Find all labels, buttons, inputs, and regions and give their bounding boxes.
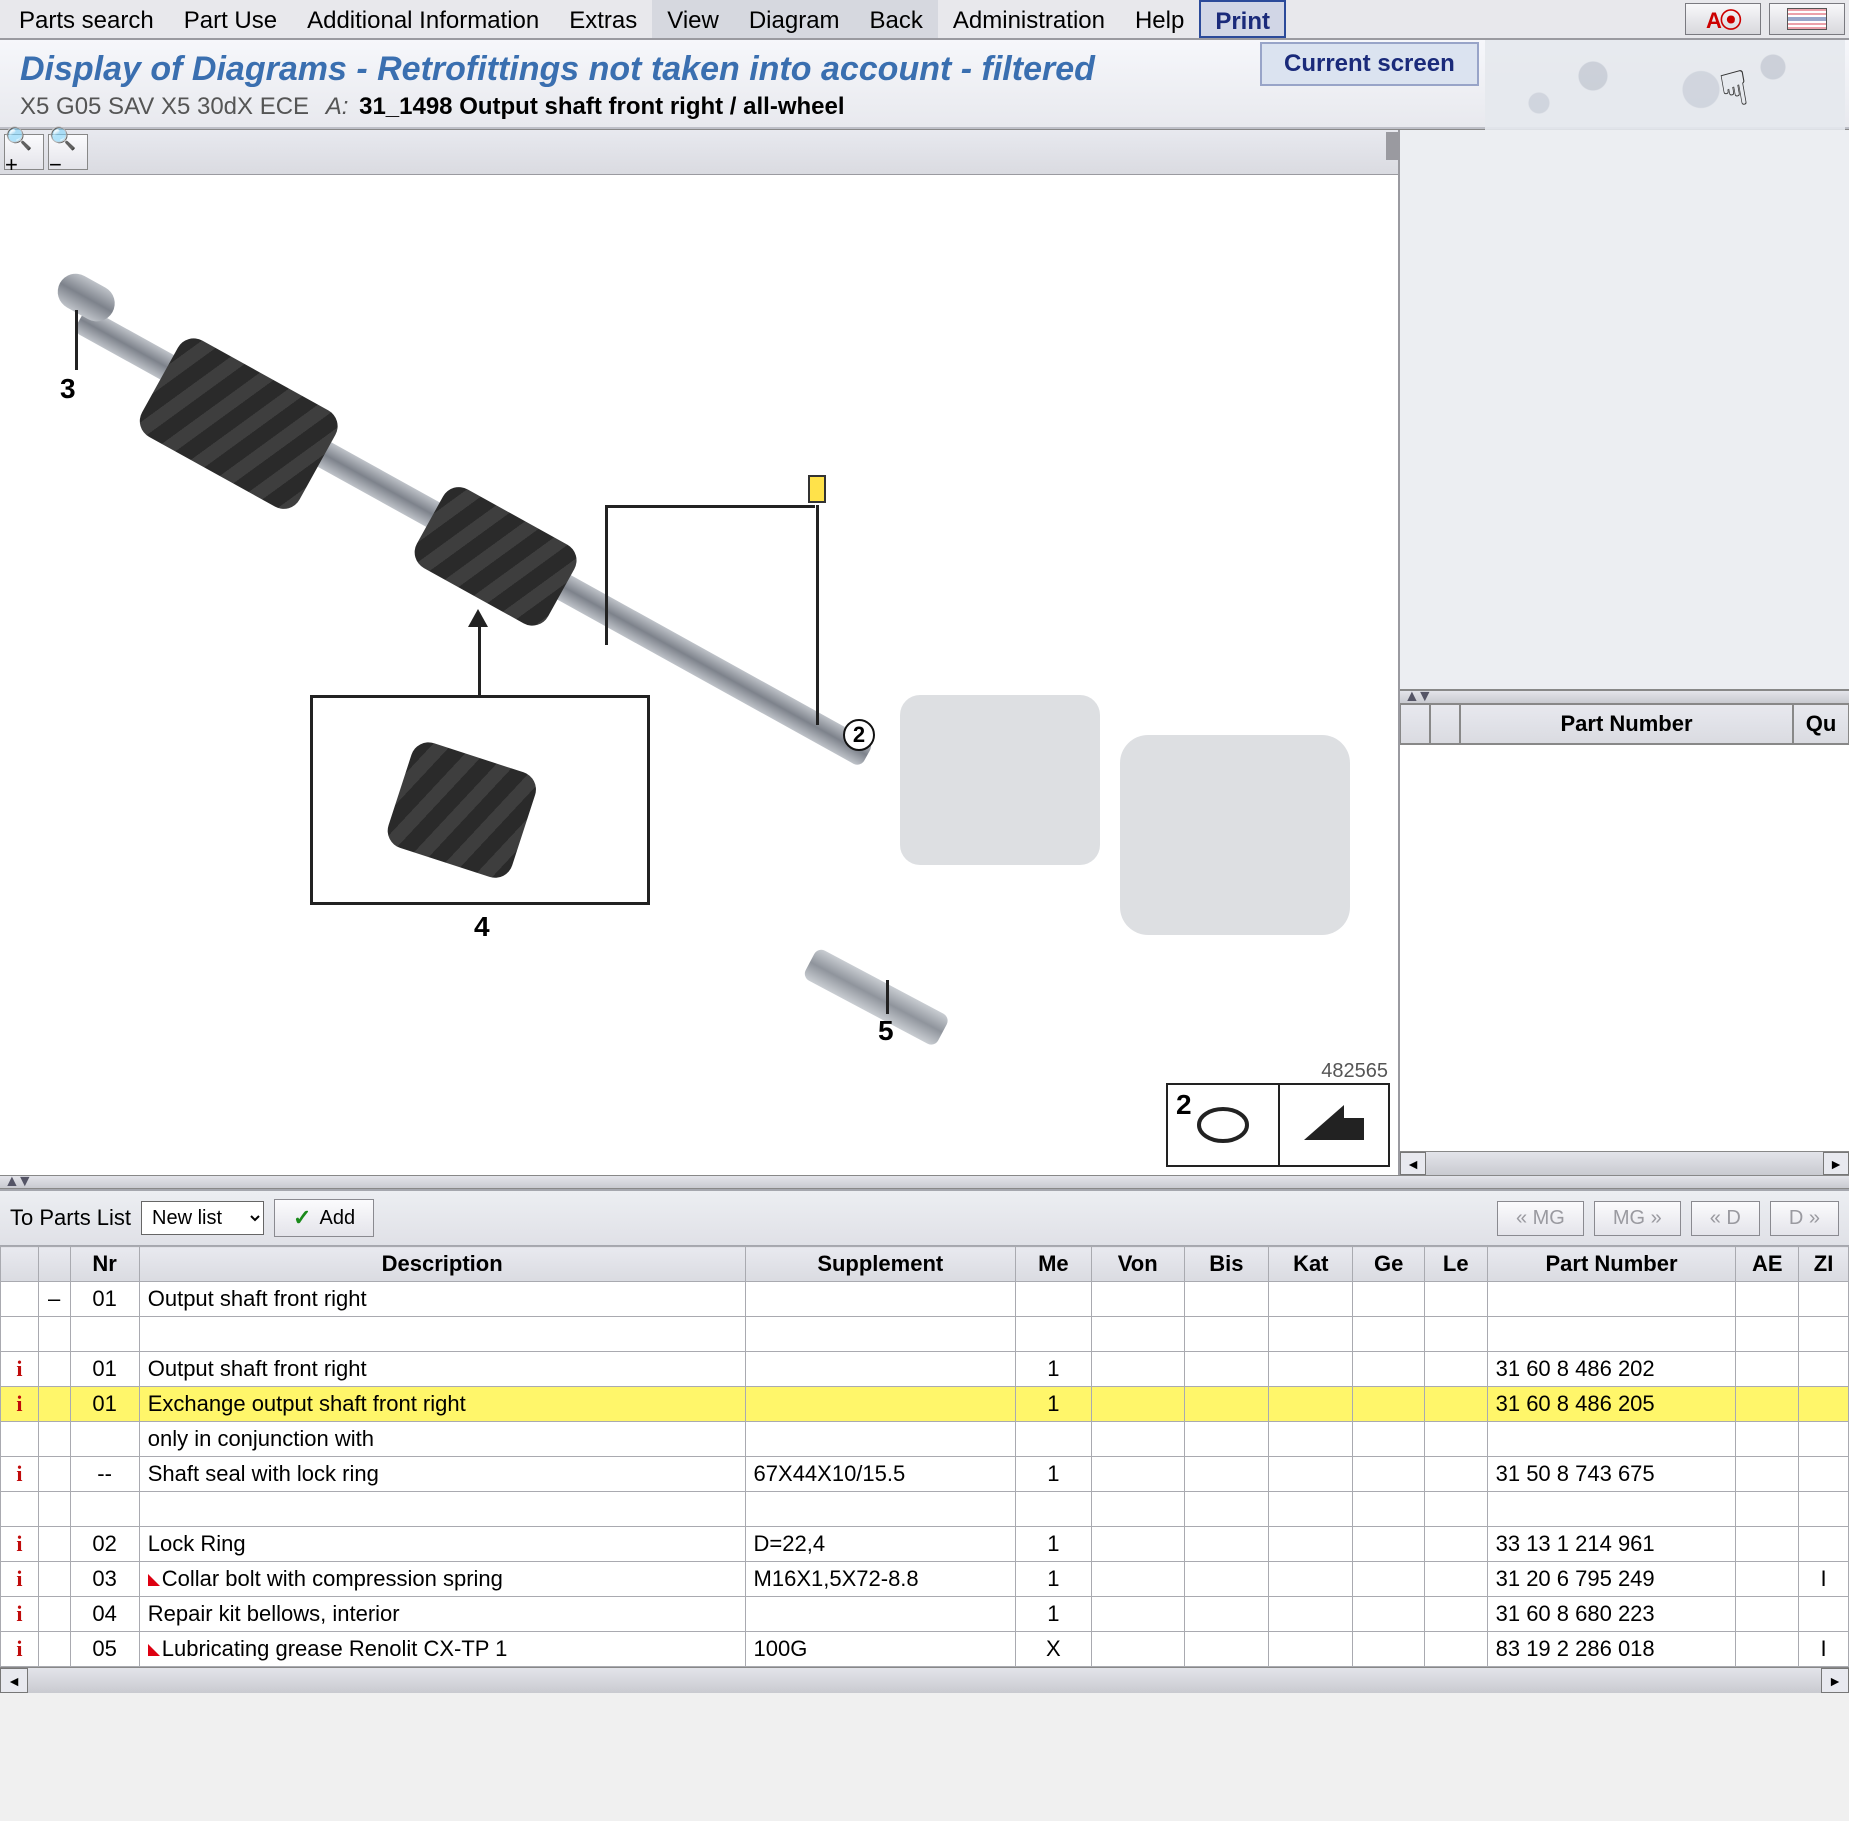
col-nr[interactable]: Nr — [70, 1247, 139, 1282]
callout-1-tag — [808, 475, 826, 503]
diagram-id: 482565 — [1321, 1060, 1388, 1083]
menu-back[interactable]: Back — [855, 0, 938, 38]
zoom-in-button[interactable]: 🔍+ — [4, 134, 44, 170]
zoom-out-button[interactable]: 🔍− — [48, 134, 88, 170]
info-icon: i — [10, 1601, 28, 1627]
brand-logo: A⦿ — [1706, 3, 1740, 35]
menu-print[interactable]: Print — [1199, 0, 1286, 38]
table-row[interactable]: i01Output shaft front right131 60 8 486 … — [1, 1352, 1849, 1387]
parts-list-select[interactable]: New list — [141, 1201, 264, 1235]
parts-toolbar: To Parts List New list ✓ Add « MG MG » «… — [0, 1189, 1849, 1246]
table-row[interactable]: i03Collar bolt with compression springM1… — [1, 1562, 1849, 1597]
diagram-image[interactable]: 3 2 4 5 2 — [0, 175, 1398, 1175]
menu-part-use[interactable]: Part Use — [169, 0, 292, 38]
table-row[interactable]: only in conjunction with — [1, 1422, 1849, 1457]
info-icon: i — [10, 1636, 28, 1662]
menu-help[interactable]: Help — [1120, 0, 1199, 38]
info-icon: i — [10, 1566, 28, 1592]
side-col-partnumber[interactable]: Part Number — [1460, 704, 1793, 743]
col-ae[interactable]: AE — [1736, 1247, 1799, 1282]
menu-additional-information[interactable]: Additional Information — [292, 0, 554, 38]
parts-header-row: Nr Description Supplement Me Von Bis Kat… — [1, 1247, 1849, 1282]
flag-icon — [1787, 8, 1827, 30]
col-description[interactable]: Description — [139, 1247, 745, 1282]
table-row[interactable]: i05Lubricating grease Renolit CX-TP 1100… — [1, 1632, 1849, 1667]
col-von[interactable]: Von — [1091, 1247, 1184, 1282]
nav-d-prev-button[interactable]: « D — [1691, 1201, 1760, 1236]
print-dropdown-item[interactable]: Current screen — [1260, 42, 1479, 86]
menu-administration[interactable]: Administration — [938, 0, 1120, 38]
check-icon: ✓ — [293, 1205, 311, 1231]
side-pane: Part Number Qu ◄ ► — [1400, 130, 1849, 1175]
col-bis[interactable]: Bis — [1184, 1247, 1268, 1282]
col-le[interactable]: Le — [1424, 1247, 1487, 1282]
col-supplement[interactable]: Supplement — [745, 1247, 1015, 1282]
note-triangle-icon — [148, 1574, 160, 1586]
col-partnumber[interactable]: Part Number — [1487, 1247, 1736, 1282]
scroll-right-icon[interactable]: ► — [1821, 1668, 1849, 1693]
table-row[interactable] — [1, 1317, 1849, 1352]
parts-table: Nr Description Supplement Me Von Bis Kat… — [0, 1246, 1849, 1667]
legend-cell-arrow — [1278, 1085, 1388, 1165]
nav-mg-next-button[interactable]: MG » — [1594, 1201, 1681, 1236]
info-icon: i — [10, 1391, 28, 1417]
decorative-collage — [1485, 40, 1845, 130]
col-zi[interactable]: ZI — [1799, 1247, 1849, 1282]
menu-view[interactable]: View — [652, 0, 734, 38]
callout-2: 2 — [843, 719, 875, 751]
diagram-legend: 2 — [1166, 1083, 1390, 1167]
side-splitter[interactable] — [1400, 690, 1849, 704]
to-parts-list-label: To Parts List — [10, 1205, 131, 1231]
diagram-scroll-indicator[interactable] — [1386, 132, 1400, 160]
vehicle-code: X5 G05 SAV X5 30dX ECE — [20, 93, 309, 120]
parts-horizontal-scrollbar[interactable]: ◄ ► — [0, 1667, 1849, 1693]
table-row[interactable]: i02Lock RingD=22,4133 13 1 214 961 — [1, 1527, 1849, 1562]
callout-5: 5 — [878, 1015, 894, 1047]
menu-bar: Parts searchPart UseAdditional Informati… — [0, 0, 1849, 40]
callout-3: 3 — [60, 373, 76, 405]
menu-diagram[interactable]: Diagram — [734, 0, 855, 38]
side-horizontal-scrollbar[interactable]: ◄ ► — [1400, 1151, 1849, 1175]
table-row[interactable]: i01Exchange output shaft front right131 … — [1, 1387, 1849, 1422]
col-kat[interactable]: Kat — [1269, 1247, 1353, 1282]
info-icon: i — [10, 1356, 28, 1382]
brand-button[interactable]: A⦿ — [1685, 3, 1761, 35]
zoom-toolbar: 🔍+ 🔍− — [0, 130, 1398, 175]
info-icon: i — [10, 1531, 28, 1557]
note-triangle-icon — [148, 1644, 160, 1656]
callout-4: 4 — [474, 911, 490, 943]
col-ge[interactable]: Ge — [1353, 1247, 1424, 1282]
add-button[interactable]: ✓ Add — [274, 1199, 374, 1237]
scroll-left-icon[interactable]: ◄ — [0, 1668, 28, 1693]
language-button[interactable] — [1769, 3, 1845, 35]
main-splitter[interactable] — [0, 1175, 1849, 1189]
nav-mg-prev-button[interactable]: « MG — [1497, 1201, 1584, 1236]
section-label: A: — [326, 93, 349, 120]
table-row[interactable]: i--Shaft seal with lock ring67X44X10/15.… — [1, 1457, 1849, 1492]
side-table-header: Part Number Qu — [1400, 704, 1849, 745]
nav-d-next-button[interactable]: D » — [1770, 1201, 1839, 1236]
table-row[interactable] — [1, 1492, 1849, 1527]
diagram-pane: 🔍+ 🔍− 3 2 — [0, 130, 1400, 1175]
menu-parts-search[interactable]: Parts search — [4, 0, 169, 38]
section-value: 31_1498 Output shaft front right / all-w… — [359, 93, 844, 120]
col-me[interactable]: Me — [1015, 1247, 1091, 1282]
table-row[interactable]: i04Repair kit bellows, interior131 60 8 … — [1, 1597, 1849, 1632]
table-row[interactable]: –01Output shaft front right — [1, 1282, 1849, 1317]
scroll-right-icon[interactable]: ► — [1823, 1152, 1849, 1175]
info-icon: i — [10, 1461, 28, 1487]
side-col-qty[interactable]: Qu — [1793, 704, 1849, 743]
scroll-left-icon[interactable]: ◄ — [1400, 1152, 1426, 1175]
legend-cell-lockring: 2 — [1168, 1085, 1278, 1165]
menu-extras[interactable]: Extras — [554, 0, 652, 38]
